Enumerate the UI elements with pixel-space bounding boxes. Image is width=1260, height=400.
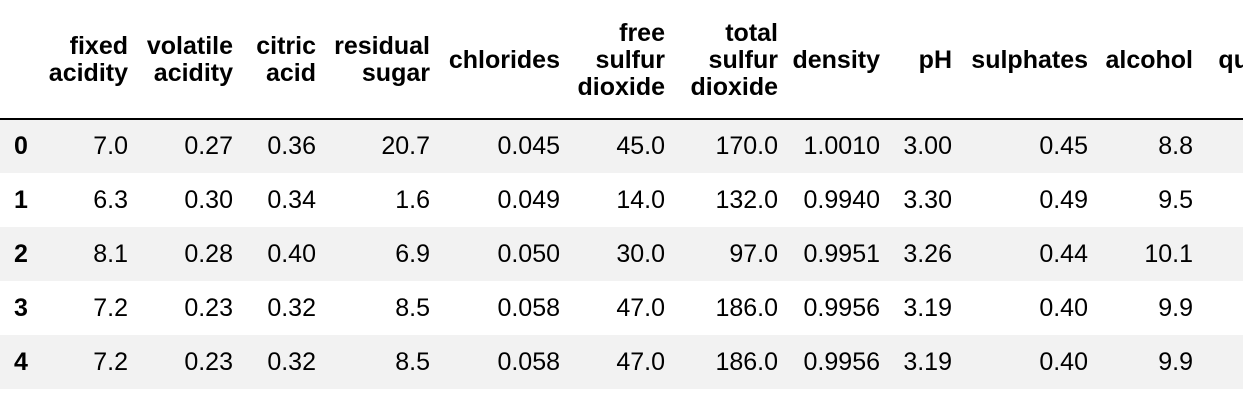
table-cell: 47.0: [616, 347, 665, 376]
table-cell: 6.3: [93, 185, 128, 214]
table-cell: 0.9956: [803, 293, 880, 322]
table-cell: 0.9951: [803, 239, 880, 268]
table-cell: [1195, 119, 1243, 173]
table-cell: 0.32: [267, 293, 316, 322]
table-cell: 8.5: [395, 293, 430, 322]
table-cell: 0.34: [267, 185, 316, 214]
table-cell: 8.8: [1158, 132, 1193, 160]
table-cell: [1195, 173, 1243, 227]
table-cell: 0.30: [184, 185, 233, 214]
column-header: density: [780, 0, 882, 120]
table-row: 3 7.2 0.23 0.32 8.5 0.058 47.0 186.0 0.9956 3.19 0…: [0, 281, 1243, 335]
column-header: total sulfur dioxide: [667, 0, 780, 120]
header-row: fixed acidity volatile acidity citric acid…: [0, 0, 1243, 120]
table-cell: 170.0: [715, 132, 778, 160]
column-header: fixed acidity: [42, 0, 130, 120]
table-cell: 6.9: [395, 239, 430, 268]
table-cell: 0.40: [267, 239, 316, 268]
table-body: 0 7.0 0.27 0.36 20.7 0.045 45.0 170.0 1.0010 3.00…: [0, 119, 1243, 389]
table-cell: 186.0: [715, 293, 778, 322]
table-row: 1 6.3 0.30 0.34 1.6 0.049 14.0 132.0 0.9940 3.30 0…: [0, 173, 1243, 227]
table-cell: 3.26: [903, 239, 952, 268]
table-cell: 186.0: [715, 347, 778, 376]
table-cell: 9.9: [1158, 347, 1193, 376]
table-cell: 0.045: [497, 132, 560, 160]
column-header: sulphates: [954, 0, 1090, 120]
table-cell: 97.0: [729, 239, 778, 268]
column-header: quality: [1195, 0, 1243, 120]
table-cell: 0.36: [267, 132, 316, 160]
row-index: 0: [14, 132, 28, 160]
table-cell: 7.0: [93, 132, 128, 160]
table-cell: 7.2: [93, 347, 128, 376]
table-cell: 0.9940: [803, 185, 880, 214]
dataframe-table: fixed acidity volatile acidity citric acid…: [0, 0, 1243, 389]
column-header: alcohol: [1090, 0, 1195, 120]
table-cell: 3.00: [903, 132, 952, 160]
row-index: 3: [14, 293, 28, 322]
table-cell: 0.050: [497, 239, 560, 268]
table-cell: 0.049: [497, 185, 560, 214]
column-header: citric acid: [235, 0, 318, 120]
row-index: 1: [14, 185, 28, 214]
table-cell: 0.49: [1039, 185, 1088, 214]
table-cell: 47.0: [616, 293, 665, 322]
table-cell: 0.40: [1039, 347, 1088, 376]
table-cell: 30.0: [616, 239, 665, 268]
table-cell: 0.44: [1039, 239, 1088, 268]
table-cell: 1.6: [395, 185, 430, 214]
table-cell: 20.7: [381, 132, 430, 160]
table-row: 4 7.2 0.23 0.32 8.5 0.058 47.0 186.0 0.9956 3.19 0…: [0, 335, 1243, 389]
table-cell: 0.40: [1039, 293, 1088, 322]
table-cell: 0.32: [267, 347, 316, 376]
table-cell: 0.23: [184, 293, 233, 322]
table-cell: 14.0: [616, 185, 665, 214]
table-cell: 0.27: [184, 132, 233, 160]
table-cell: 3.19: [903, 293, 952, 322]
table-cell: 3.19: [903, 347, 952, 376]
table-cell: 1.0010: [803, 132, 880, 160]
table-cell: 0.058: [497, 293, 560, 322]
table-cell: [1195, 335, 1243, 389]
table-cell: [1195, 281, 1243, 335]
row-index: 2: [14, 239, 28, 268]
table-cell: 8.5: [395, 347, 430, 376]
table-cell: 0.058: [497, 347, 560, 376]
column-header: chlorides: [432, 0, 562, 120]
table-cell: [1195, 227, 1243, 281]
table-cell: 132.0: [715, 185, 778, 214]
table-cell: 0.9956: [803, 347, 880, 376]
table-row: 2 8.1 0.28 0.40 6.9 0.050 30.0 97.0 0.9951 3.26 0.…: [0, 227, 1243, 281]
table-header: fixed acidity volatile acidity citric acid…: [0, 0, 1243, 120]
table-cell: 10.1: [1144, 239, 1193, 268]
index-column-header: [0, 0, 42, 120]
table-cell: 9.9: [1158, 293, 1193, 322]
column-header: volatile acidity: [130, 0, 235, 120]
table-cell: 8.1: [93, 239, 128, 268]
row-index: 4: [14, 347, 28, 376]
table-row: 0 7.0 0.27 0.36 20.7 0.045 45.0 170.0 1.0010 3.00…: [0, 119, 1243, 173]
table-cell: 9.5: [1158, 185, 1193, 214]
table-cell: 0.23: [184, 347, 233, 376]
column-header: residual sugar: [318, 0, 432, 120]
table-cell: 0.28: [184, 239, 233, 268]
table-cell: 0.45: [1039, 132, 1088, 160]
column-header: free sulfur dioxide: [562, 0, 667, 120]
table-cell: 7.2: [93, 293, 128, 322]
table-cell: 45.0: [616, 132, 665, 160]
table-cell: 3.30: [903, 185, 952, 214]
column-header: pH: [882, 0, 954, 120]
